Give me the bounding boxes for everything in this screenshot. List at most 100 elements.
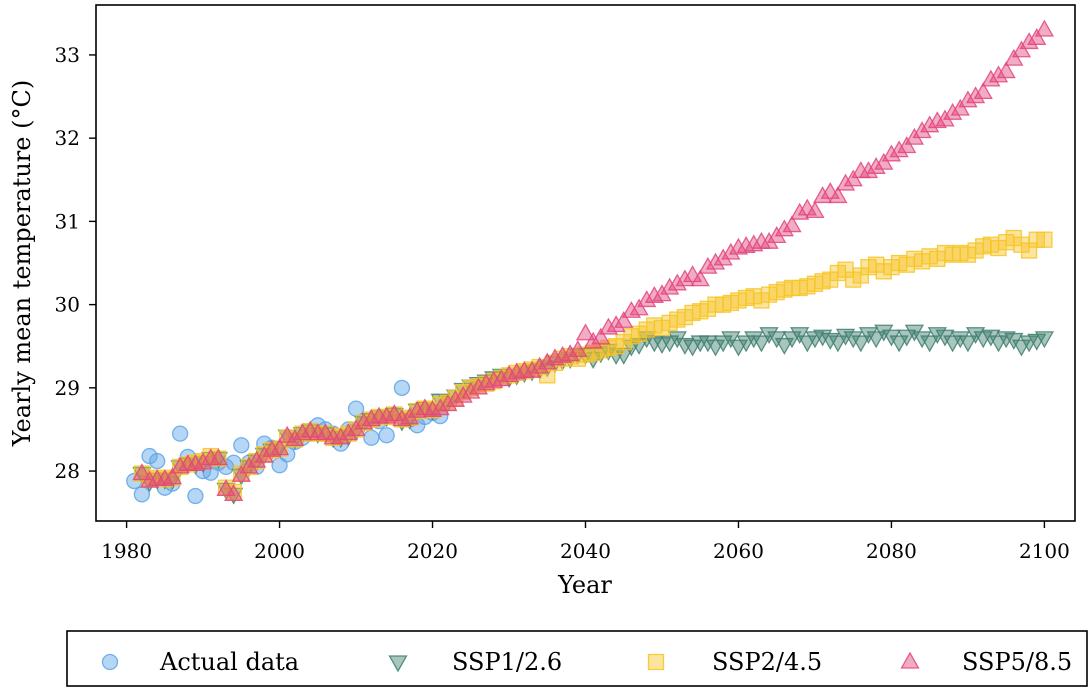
series-2	[133, 229, 1053, 501]
data-point	[751, 335, 772, 353]
data-point	[790, 327, 810, 345]
y-axis-label: Yearly mean temperature (°C)	[8, 80, 36, 447]
data-point	[736, 236, 756, 254]
data-point	[805, 201, 825, 219]
legend-item: SSP5/8.5	[900, 648, 1072, 676]
data-point	[851, 335, 871, 353]
data-point	[139, 470, 160, 488]
legend-marker	[647, 653, 665, 671]
data-point	[231, 464, 251, 482]
data-point	[644, 285, 664, 303]
data-point	[171, 425, 189, 442]
data-point	[591, 327, 611, 345]
data-point	[568, 340, 588, 358]
x-tick-label: 2040	[560, 539, 611, 563]
legend: Actual data SSP1/2.6 SSP2/4.5 SSP5/8.5	[66, 630, 1088, 687]
data-point	[1027, 27, 1047, 45]
data-point	[407, 400, 427, 418]
legend-item: SSP2/4.5	[647, 648, 822, 676]
data-point	[224, 484, 244, 502]
data-point	[874, 152, 894, 170]
data-point	[392, 409, 412, 427]
data-point	[598, 317, 619, 335]
data-point	[1034, 331, 1055, 349]
data-point	[233, 437, 250, 454]
data-point	[1034, 19, 1055, 37]
legend-marker	[388, 655, 408, 673]
data-point	[210, 450, 227, 467]
x-tick-label: 2000	[254, 539, 305, 563]
x-tick-label: 1980	[101, 539, 152, 563]
data-point	[133, 486, 151, 503]
data-point	[675, 337, 695, 355]
data-point	[269, 438, 290, 456]
data-point	[996, 61, 1016, 79]
data-point	[1011, 40, 1032, 58]
data-point	[973, 82, 993, 100]
data-point	[187, 487, 204, 505]
data-point	[393, 379, 411, 396]
x-axis-label: Year	[557, 571, 612, 599]
data-point	[774, 337, 794, 355]
data-point	[690, 269, 710, 287]
data-point	[782, 215, 802, 233]
y-tick-label: 29	[55, 376, 80, 400]
legend-marker	[101, 653, 119, 671]
y-tick-label: 33	[55, 43, 80, 67]
legend-label: SSP5/8.5	[962, 648, 1072, 676]
data-marks	[126, 19, 1055, 505]
data-point	[476, 373, 496, 391]
data-point	[927, 327, 947, 345]
data-point	[958, 335, 978, 353]
data-point	[155, 469, 175, 487]
data-point	[162, 467, 183, 485]
data-point	[728, 237, 749, 255]
legend-frame	[66, 630, 1088, 687]
data-point	[621, 300, 642, 318]
data-point	[292, 423, 313, 441]
legend-item: Actual data	[101, 648, 299, 676]
x-axis-ticks: 1980 2000 2020 2040 2060 2080 2100	[101, 521, 1070, 563]
data-point	[507, 362, 527, 380]
data-point	[721, 331, 741, 349]
x-tick-label: 2100	[1019, 539, 1070, 563]
data-point	[897, 136, 917, 154]
data-point	[170, 456, 190, 474]
data-point	[996, 331, 1016, 349]
data-point	[835, 328, 856, 346]
data-point	[744, 234, 764, 252]
x-tick-label: 2080	[866, 539, 917, 563]
x-tick-label: 2020	[407, 539, 458, 563]
data-point	[545, 348, 565, 366]
data-point	[149, 452, 166, 470]
data-point	[828, 186, 848, 204]
data-point	[422, 399, 443, 417]
y-tick-label: 31	[55, 209, 80, 233]
x-tick-label: 2060	[713, 539, 764, 563]
series-3	[132, 19, 1055, 502]
data-point	[575, 323, 596, 341]
legend-item: SSP1/2.6	[388, 648, 562, 676]
data-point	[614, 310, 634, 328]
data-point	[361, 409, 381, 427]
data-point	[378, 427, 395, 444]
y-tick-label: 32	[55, 126, 80, 150]
data-point	[629, 298, 649, 316]
data-point	[363, 429, 380, 446]
data-point	[1004, 48, 1024, 66]
data-point	[820, 332, 840, 350]
data-point	[927, 111, 947, 129]
legend-label: SSP1/2.6	[452, 648, 562, 676]
data-point	[843, 169, 863, 187]
data-point	[484, 370, 504, 388]
data-point	[277, 425, 297, 443]
data-point	[208, 448, 228, 466]
legend-items: Actual data SSP1/2.6 SSP2/4.5 SSP5/8.5	[101, 648, 1072, 676]
data-point	[828, 335, 848, 353]
legend-label: Actual data	[159, 648, 299, 676]
data-point	[552, 345, 573, 363]
data-point	[377, 406, 397, 424]
y-axis-ticks: 28 29 30 31 32 33	[55, 43, 96, 483]
data-point	[866, 331, 886, 349]
data-point	[499, 365, 519, 383]
